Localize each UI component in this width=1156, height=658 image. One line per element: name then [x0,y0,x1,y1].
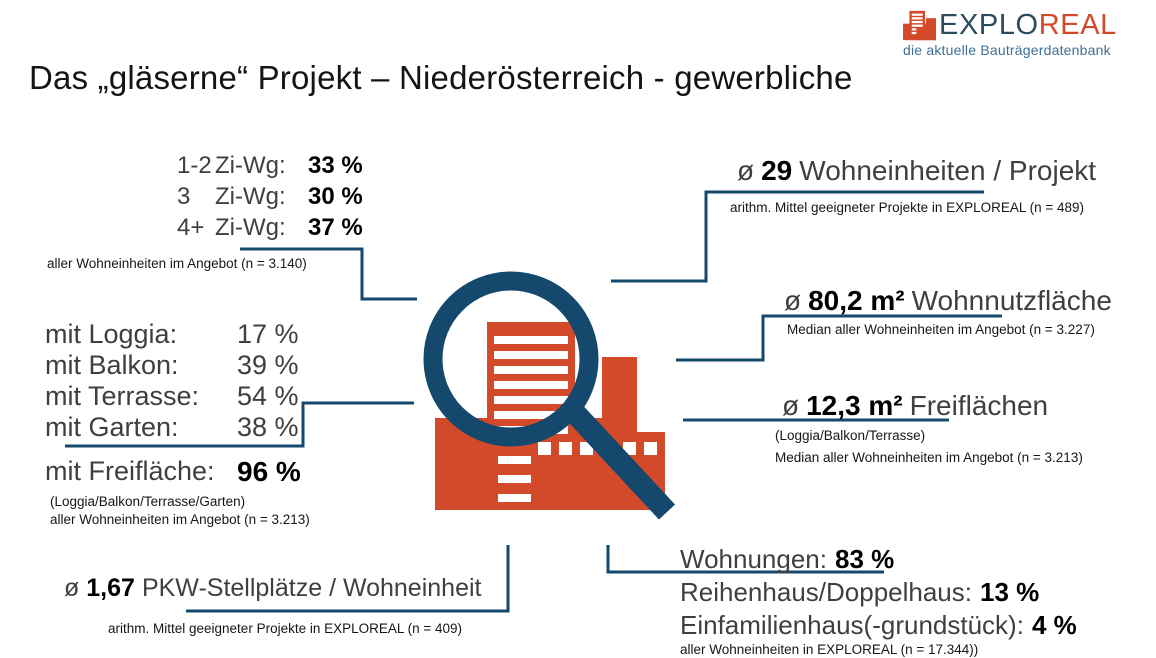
open-space-label: Freiflächen [909,390,1049,421]
unit-types-caption: aller Wohneinheiten in EXPLOREAL (n = 17… [680,642,979,657]
unit-type-value: 83 % [834,544,895,574]
outdoor-label: mit Balkon: [45,350,179,380]
connector-parking [186,545,510,613]
open-space-total-row: mit Freifläche: 96 % [45,456,301,488]
unit-type-label: Einfamilienhaus(-grundstück): [680,610,1024,640]
room-unit-label: Zi-Wg: [215,214,286,241]
stat-row: Einfamilienhaus(-grundstück): 4 % [680,609,1077,642]
outdoor-label: mit Loggia: [45,319,178,349]
living-area-label: Wohnnutzfläche [911,285,1112,316]
open-space-caption-scope: (Loggia/Balkon/Terrasse) [775,428,926,443]
outdoor-label: mit Garten: [45,412,179,442]
outdoor-caption-scope: (Loggia/Balkon/Terrasse/Garten) [50,494,246,509]
average-symbol: ø [784,285,802,316]
units-per-project-stat: ø 29 Wohneinheiten / Projekt [737,155,1096,187]
connector-outdoor [65,401,414,448]
room-unit-label: Zi-Wg: [215,183,286,210]
logo-tagline: die aktuelle Bauträgerdatenbank [903,42,1111,58]
living-area-value: 80,2 m² [808,285,905,316]
page-title: Das „gläserne“ Projekt – Niederösterreic… [29,59,853,96]
building-magnifier-icon [423,271,676,520]
open-space-total-value: 96 % [237,456,301,487]
brand-wordmark: EXPLOREAL [939,10,1117,41]
connector-unit-types [606,545,884,574]
living-area-stat: ø 80,2 m² Wohnnutzfläche [784,285,1112,317]
outdoor-value: 39 % [237,350,299,380]
average-symbol: ø [737,155,755,186]
logo: EXPLOREAL die aktuelle Bauträgerdatenban… [903,10,1117,58]
unit-type-value: 4 % [1031,610,1077,640]
parking-stat: ø 1,67 PKW-Stellplätze / Wohneinheit [64,574,481,603]
outdoor-value: 54 % [237,381,299,411]
living-area-caption: Median aller Wohneinheiten im Angebot (n… [787,322,1095,337]
parking-value: 1,67 [86,574,135,602]
outdoor-label: mit Terrasse: [45,381,200,411]
parking-caption: arithm. Mittel geeigneter Projekte in EX… [108,621,463,636]
room-share-value: 37 % [308,214,363,241]
stat-row: mit Loggia: 17 % [45,319,299,350]
rooms-stat-block: 1-2 Zi-Wg: 33 % 3 Zi-Wg: 30 % 4+ Zi-Wg: … [177,150,363,243]
stat-row: Wohnungen: 83 % [680,543,1077,576]
outdoor-stat-block: mit Loggia: 17 % mit Balkon: 39 % mit Te… [45,319,299,443]
units-per-project-label: Wohneinheiten / Projekt [799,155,1097,186]
rooms-caption: aller Wohneinheiten im Angebot (n = 3.14… [47,256,307,271]
stat-row: 4+ Zi-Wg: 37 % [177,212,363,243]
room-unit-label: Zi-Wg: [215,152,286,179]
outdoor-value: 38 % [237,412,299,442]
room-share-value: 30 % [308,183,363,210]
stat-row: Reihenhaus/Doppelhaus: 13 % [680,576,1077,609]
magnifier-handle-icon [565,404,676,520]
room-size-label: 3 [177,183,191,210]
open-space-caption-sample: Median aller Wohneinheiten im Angebot (n… [775,450,1083,465]
magnifier-lens-icon [423,271,599,447]
average-symbol: ø [782,390,800,421]
room-size-label: 4+ [177,214,205,241]
units-per-project-caption: arithm. Mittel geeigneter Projekte in EX… [730,200,1085,215]
stat-row: 1-2 Zi-Wg: 33 % [177,150,363,181]
open-space-value: 12,3 m² [806,390,903,421]
connector-rooms [240,247,417,301]
stat-row: mit Balkon: 39 % [45,350,299,381]
connector-living-area [676,314,1002,362]
outdoor-caption-sample: aller Wohneinheiten im Angebot (n = 3.21… [50,512,310,527]
connector-units-per-project [611,190,984,283]
average-symbol: ø [64,574,80,602]
room-size-label: 1-2 [177,152,212,179]
room-share-value: 33 % [308,152,363,179]
brand-primary: EXPLO [939,9,1039,41]
units-per-project-value: 29 [761,155,793,186]
open-space-total-label: mit Freifläche: [45,456,215,486]
unit-type-label: Wohnungen: [680,544,827,574]
stat-row: mit Garten: 38 % [45,412,299,443]
logo-building-icon [903,10,936,41]
outdoor-value: 17 % [237,319,299,349]
unit-type-label: Reihenhaus/Doppelhaus: [680,577,972,607]
open-space-stat: ø 12,3 m² Freiflächen [782,390,1048,422]
stat-row: 3 Zi-Wg: 30 % [177,181,363,212]
unit-type-value: 13 % [980,577,1040,607]
unit-types-stat-block: Wohnungen: 83 % Reihenhaus/Doppelhaus: 13 … [680,543,1077,657]
stat-row: mit Terrasse: 54 % [45,381,299,412]
parking-label: PKW-Stellplätze / Wohneinheit [141,574,482,602]
brand-secondary: REAL [1038,9,1117,41]
